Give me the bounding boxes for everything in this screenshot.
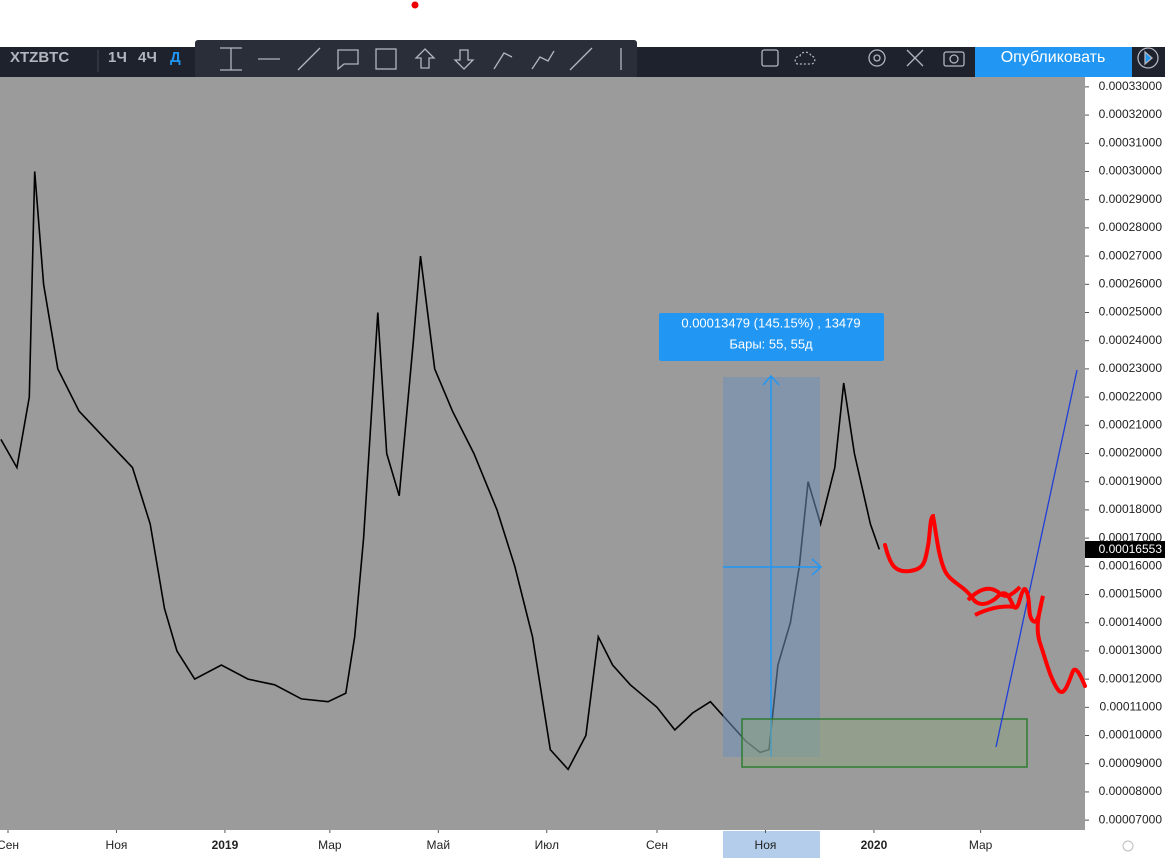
trend-line xyxy=(995,369,1078,748)
freehand xyxy=(966,585,1022,617)
publish-button[interactable] xyxy=(975,47,1132,77)
y-tick-label: 0.00013000 xyxy=(1099,643,1163,657)
dot xyxy=(411,1,419,9)
y-tick-label: 0.00007000 xyxy=(1099,812,1163,826)
freehand xyxy=(883,513,1087,694)
measure-text: 0.00013479 (145.15%) , 13479 xyxy=(681,315,860,330)
y-tick-label: 0.00011000 xyxy=(1099,699,1162,713)
arrow-head xyxy=(762,374,780,386)
tool-icons[interactable] xyxy=(220,47,1159,71)
publish-label[interactable]: Опубликовать xyxy=(1001,49,1106,66)
y-tick-label: 0.00020000 xyxy=(1099,446,1163,460)
drawing-toolbar xyxy=(195,40,637,82)
interval[interactable]: 1Ч xyxy=(108,49,127,66)
x-tick-label: 2019 xyxy=(212,838,239,852)
y-tick-label: 0.00032000 xyxy=(1099,107,1163,121)
x-tick-label: Мар xyxy=(318,838,342,852)
zone-box xyxy=(741,718,1028,768)
measure-text: Бары: 55, 55д xyxy=(729,336,813,351)
y-tick-label: 0.00024000 xyxy=(1099,333,1163,347)
y-tick-label: 0.00017000 xyxy=(1099,530,1163,544)
y-tick-label: 0.00010000 xyxy=(1099,728,1163,742)
y-tick-label: 0.00031000 xyxy=(1099,135,1163,149)
symbol[interactable]: XTZBTC xyxy=(10,49,69,66)
interval[interactable]: 4Ч xyxy=(138,49,157,66)
y-tick-label: 0.00026000 xyxy=(1099,276,1163,290)
y-tick-label: 0.00022000 xyxy=(1099,389,1163,403)
price-tag xyxy=(1085,541,1165,558)
x-tick-label: Май xyxy=(427,838,451,852)
plot-area xyxy=(0,77,1085,830)
interval[interactable]: Д xyxy=(170,49,181,66)
x-tick-label: Ноя xyxy=(106,838,128,852)
time-highlight xyxy=(723,831,820,858)
y-tick-label: 0.00019000 xyxy=(1099,474,1163,488)
y-tick-label: 0.00015000 xyxy=(1099,587,1163,601)
y-tick-label: 0.00014000 xyxy=(1099,615,1163,629)
measure-label xyxy=(659,313,884,361)
y-tick-label: 0.00027000 xyxy=(1099,248,1163,262)
y-tick-label: 0.00021000 xyxy=(1099,417,1163,431)
y-tick-label: 0.00018000 xyxy=(1099,502,1163,516)
x-tick-label: 2020 xyxy=(861,838,888,852)
y-tick-label: 0.00025000 xyxy=(1099,305,1163,319)
x-tick-label: Сен xyxy=(646,838,668,852)
y-tick-label: 0.00033000 xyxy=(1099,79,1163,93)
y-tick-label: 0.00023000 xyxy=(1099,361,1163,375)
current-price: 0.00016553 xyxy=(1099,542,1163,556)
settings-icon[interactable] xyxy=(1122,840,1134,852)
y-tick-label: 0.00016000 xyxy=(1099,558,1163,572)
arrow-head xyxy=(811,558,823,576)
x-tick-label: Мар xyxy=(969,838,993,852)
y-tick-label: 0.00029000 xyxy=(1099,192,1163,206)
y-tick-label: 0.00028000 xyxy=(1099,220,1163,234)
x-tick-label: Сен xyxy=(0,838,19,852)
y-tick-label: 0.00012000 xyxy=(1099,671,1163,685)
y-tick-label: 0.00009000 xyxy=(1099,756,1163,770)
y-tick-label: 0.00030000 xyxy=(1099,164,1163,178)
y-tick-label: 0.00008000 xyxy=(1099,784,1163,798)
x-tick-label: Июл xyxy=(535,838,559,852)
x-tick-label: Ноя xyxy=(755,838,777,852)
